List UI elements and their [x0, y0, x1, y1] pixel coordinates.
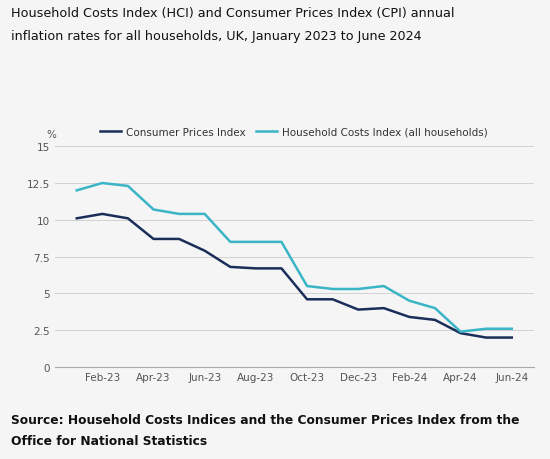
Legend: Consumer Prices Index, Household Costs Index (all households): Consumer Prices Index, Household Costs I… [96, 123, 492, 142]
Text: inflation rates for all households, UK, January 2023 to June 2024: inflation rates for all households, UK, … [11, 30, 422, 43]
Text: Household Costs Index (HCI) and Consumer Prices Index (CPI) annual: Household Costs Index (HCI) and Consumer… [11, 7, 454, 20]
Text: Source: Household Costs Indices and the Consumer Prices Index from the: Source: Household Costs Indices and the … [11, 413, 520, 426]
Text: Office for National Statistics: Office for National Statistics [11, 434, 207, 447]
Text: %: % [46, 129, 56, 140]
